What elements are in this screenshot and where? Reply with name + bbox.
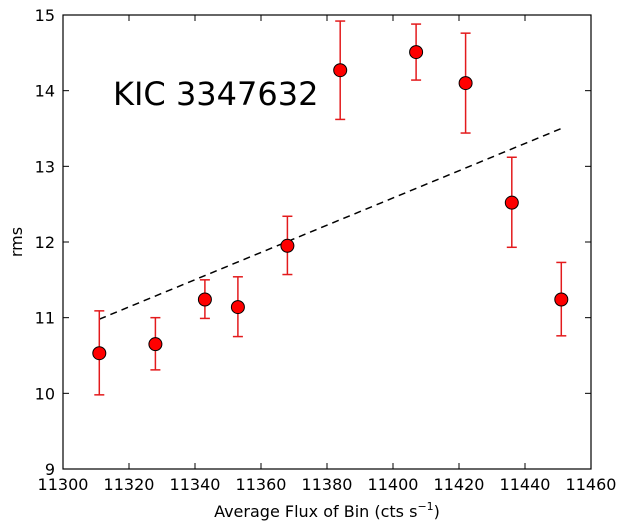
chart-annotation: KIC 3347632 (113, 75, 318, 113)
y-tick-label: 10 (35, 384, 55, 403)
x-tick-label: 11340 (170, 475, 221, 494)
data-point (333, 63, 348, 78)
x-axis-title-sup: −1 (417, 500, 433, 513)
y-tick-label: 11 (35, 309, 55, 328)
x-tick-label: 11360 (236, 475, 287, 494)
x-tick-label: 11460 (566, 475, 617, 494)
data-point (230, 300, 245, 315)
data-point (409, 45, 424, 60)
x-tick-label: 11380 (302, 475, 353, 494)
fit-layer (99, 127, 562, 320)
x-tick-label: 11300 (38, 475, 89, 494)
x-tick-label: 11440 (500, 475, 551, 494)
data-point (504, 195, 519, 210)
x-tick-label: 11400 (368, 475, 419, 494)
x-axis-title: Average Flux of Bin (cts s−1) (214, 500, 440, 521)
y-axis-title: rms (7, 227, 26, 257)
point-layer (92, 45, 569, 361)
data-point (148, 337, 163, 352)
fit-line (99, 127, 562, 320)
x-tick-label: 11420 (434, 475, 485, 494)
x-axis-title-main: Average Flux of Bin (cts s (214, 502, 417, 521)
data-point (458, 76, 473, 91)
data-point (197, 292, 212, 307)
y-tick-label: 13 (35, 157, 55, 176)
plot-frame (62, 14, 592, 470)
data-point (554, 292, 569, 307)
data-point (92, 346, 107, 361)
y-tick-label: 14 (35, 82, 55, 101)
y-tick-label: 9 (45, 460, 55, 479)
tick-layer: 11300 11320 11340 11360 11380 11400 11420 11440… (35, 6, 617, 494)
y-tick-label: 15 (35, 6, 55, 25)
x-tick-label: 11320 (104, 475, 155, 494)
x-axis-title-end: ) (434, 502, 440, 521)
data-point (280, 238, 295, 253)
y-tick-label: 12 (35, 233, 55, 252)
